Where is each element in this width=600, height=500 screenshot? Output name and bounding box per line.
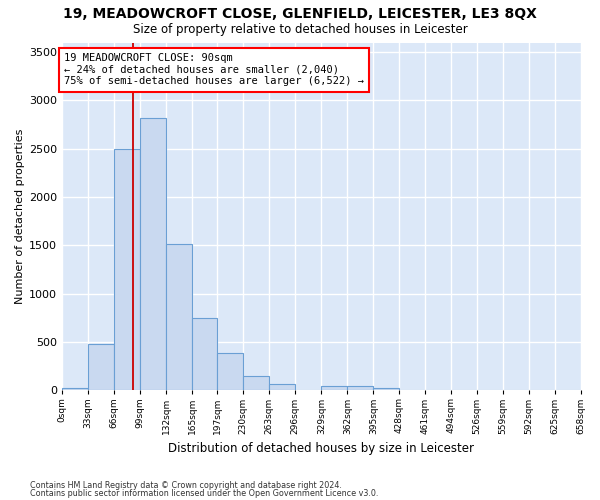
Bar (62, 388, 88, 390)
Bar (114, 149, 140, 390)
Bar (244, 376, 269, 390)
Bar (140, 118, 166, 390)
Text: 19 MEADOWCROFT CLOSE: 90sqm
← 24% of detached houses are smaller (2,040)
75% of : 19 MEADOWCROFT CLOSE: 90sqm ← 24% of det… (64, 53, 364, 86)
Text: Contains public sector information licensed under the Open Government Licence v3: Contains public sector information licen… (30, 488, 379, 498)
Bar (373, 388, 400, 390)
Bar (347, 386, 373, 390)
Bar (322, 386, 347, 390)
Bar (166, 244, 192, 390)
Y-axis label: Number of detached properties: Number of detached properties (15, 128, 25, 304)
Bar (269, 384, 295, 390)
Bar (192, 318, 217, 390)
X-axis label: Distribution of detached houses by size in Leicester: Distribution of detached houses by size … (169, 442, 475, 455)
Bar (217, 352, 244, 391)
Text: Contains HM Land Registry data © Crown copyright and database right 2024.: Contains HM Land Registry data © Crown c… (30, 481, 342, 490)
Text: 19, MEADOWCROFT CLOSE, GLENFIELD, LEICESTER, LE3 8QX: 19, MEADOWCROFT CLOSE, GLENFIELD, LEICES… (63, 8, 537, 22)
Bar (88, 344, 114, 391)
Text: Size of property relative to detached houses in Leicester: Size of property relative to detached ho… (133, 22, 467, 36)
